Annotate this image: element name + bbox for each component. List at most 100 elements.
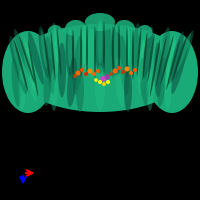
Ellipse shape	[160, 36, 174, 84]
Ellipse shape	[172, 37, 186, 83]
Ellipse shape	[23, 38, 37, 102]
Ellipse shape	[12, 24, 188, 112]
Ellipse shape	[85, 13, 115, 31]
Ellipse shape	[158, 27, 170, 77]
Ellipse shape	[112, 24, 120, 76]
Circle shape	[96, 69, 100, 73]
Ellipse shape	[115, 20, 135, 36]
Ellipse shape	[139, 40, 145, 84]
Circle shape	[133, 68, 137, 72]
Circle shape	[121, 70, 125, 74]
Ellipse shape	[153, 42, 163, 92]
Ellipse shape	[114, 27, 118, 67]
Ellipse shape	[143, 32, 147, 80]
Circle shape	[117, 66, 121, 70]
Ellipse shape	[80, 22, 88, 74]
Circle shape	[94, 78, 98, 82]
Ellipse shape	[82, 25, 86, 65]
Ellipse shape	[126, 27, 128, 77]
Ellipse shape	[131, 23, 141, 73]
Ellipse shape	[138, 25, 152, 39]
Circle shape	[76, 71, 80, 75]
Ellipse shape	[2, 31, 54, 113]
Ellipse shape	[115, 57, 125, 107]
Circle shape	[73, 74, 77, 78]
Circle shape	[84, 72, 88, 76]
Ellipse shape	[139, 58, 149, 106]
Circle shape	[106, 80, 110, 84]
Ellipse shape	[118, 25, 120, 75]
Ellipse shape	[57, 28, 61, 76]
Circle shape	[88, 68, 92, 73]
Ellipse shape	[48, 25, 62, 39]
Ellipse shape	[154, 43, 162, 98]
Ellipse shape	[124, 68, 132, 112]
Circle shape	[112, 68, 118, 73]
Ellipse shape	[157, 57, 167, 107]
Circle shape	[109, 72, 113, 76]
Circle shape	[104, 74, 110, 79]
Ellipse shape	[177, 33, 191, 71]
Ellipse shape	[148, 34, 154, 82]
Ellipse shape	[143, 26, 153, 78]
Ellipse shape	[53, 26, 59, 64]
Ellipse shape	[50, 69, 58, 111]
Ellipse shape	[155, 36, 167, 88]
Ellipse shape	[80, 27, 82, 77]
Ellipse shape	[119, 35, 129, 95]
Circle shape	[129, 71, 133, 75]
Ellipse shape	[68, 27, 72, 67]
Ellipse shape	[39, 26, 49, 78]
Ellipse shape	[146, 69, 154, 111]
Ellipse shape	[126, 25, 130, 65]
Ellipse shape	[51, 23, 61, 73]
Ellipse shape	[88, 24, 96, 79]
Ellipse shape	[41, 29, 47, 69]
Ellipse shape	[137, 36, 147, 94]
Ellipse shape	[146, 31, 198, 113]
Ellipse shape	[165, 39, 175, 85]
Ellipse shape	[163, 35, 177, 95]
Circle shape	[102, 82, 106, 86]
Ellipse shape	[137, 28, 141, 76]
Ellipse shape	[76, 68, 84, 112]
Circle shape	[124, 66, 130, 72]
Ellipse shape	[9, 36, 27, 94]
Ellipse shape	[18, 66, 26, 110]
Ellipse shape	[95, 66, 105, 110]
Circle shape	[100, 76, 106, 82]
Ellipse shape	[104, 24, 112, 79]
Circle shape	[80, 68, 84, 72]
Ellipse shape	[44, 34, 50, 82]
Ellipse shape	[66, 24, 74, 76]
Ellipse shape	[45, 36, 55, 94]
Ellipse shape	[150, 39, 160, 97]
Ellipse shape	[28, 31, 44, 85]
Ellipse shape	[98, 20, 102, 64]
Ellipse shape	[25, 42, 35, 92]
Ellipse shape	[43, 58, 53, 106]
Ellipse shape	[14, 38, 28, 92]
Ellipse shape	[175, 31, 193, 79]
Ellipse shape	[103, 21, 105, 75]
Ellipse shape	[95, 16, 105, 74]
Ellipse shape	[166, 40, 180, 90]
Ellipse shape	[58, 43, 66, 98]
Ellipse shape	[112, 26, 114, 78]
Ellipse shape	[12, 40, 24, 84]
Ellipse shape	[28, 39, 38, 97]
Ellipse shape	[132, 30, 134, 80]
Circle shape	[92, 72, 96, 76]
Ellipse shape	[164, 66, 172, 110]
Ellipse shape	[19, 36, 35, 84]
Circle shape	[98, 80, 102, 84]
Ellipse shape	[86, 25, 88, 75]
Ellipse shape	[171, 36, 189, 94]
Ellipse shape	[73, 35, 83, 95]
Ellipse shape	[11, 57, 21, 107]
Ellipse shape	[14, 29, 34, 81]
Ellipse shape	[168, 31, 184, 85]
Ellipse shape	[94, 26, 96, 78]
Ellipse shape	[72, 30, 74, 80]
Ellipse shape	[65, 20, 85, 36]
